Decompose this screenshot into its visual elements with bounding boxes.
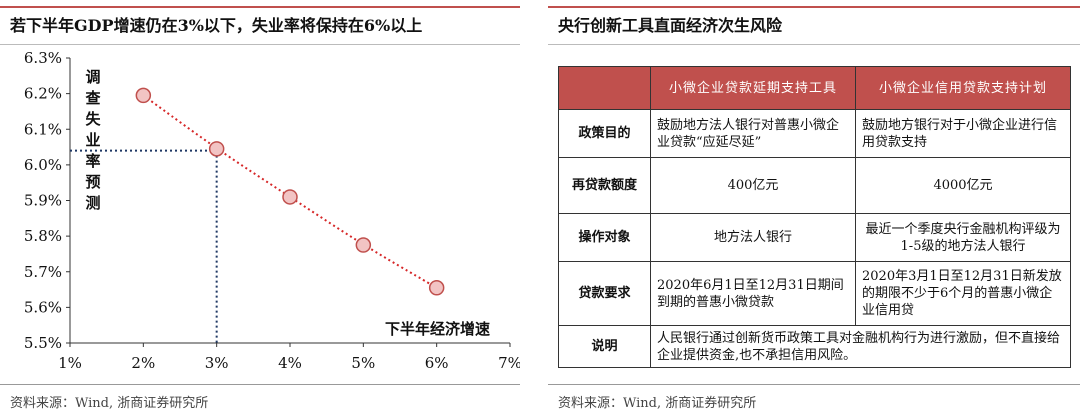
title-divider <box>0 44 520 45</box>
header-cell <box>558 66 651 110</box>
row-label: 贷款要求 <box>558 261 651 326</box>
y-tick-label: 6.2% <box>24 85 62 103</box>
x-tick-label: 6% <box>425 354 449 372</box>
table-cell: 最近一个季度央行金融机构评级为1-5级的地方法人银行 <box>855 213 1071 262</box>
table-header-row: 小微企业贷款延期支持工具 小微企业信用贷款支持计划 <box>558 66 1071 110</box>
y-axis-label-char: 调 <box>85 68 100 86</box>
trend-line <box>142 94 438 289</box>
table-cell: 4000亿元 <box>855 157 1071 214</box>
x-tick-label: 1% <box>58 354 82 372</box>
table-row: 贷款要求 2020年6月1日至12月31日期间到期的普惠小微贷款 2020年3月… <box>558 261 1071 326</box>
panel-top-rule <box>548 6 1080 8</box>
table-cell: 2020年6月1日至12月31日期间到期的普惠小微贷款 <box>650 261 856 326</box>
row-label: 再贷款额度 <box>558 157 651 214</box>
x-axis-label: 下半年经济增速 <box>385 320 490 338</box>
y-tick-label: 5.5% <box>24 334 62 352</box>
table-row: 政策目的 鼓励地方法人银行对普惠小微企业贷款“应延尽延” 鼓励地方银行对于小微企… <box>558 109 1071 158</box>
chart-source: 资料来源：Wind, 浙商证券研究所 <box>10 396 209 411</box>
row-label: 操作对象 <box>558 213 651 262</box>
y-axis-label-char: 失 <box>85 110 101 128</box>
data-point <box>282 189 298 205</box>
chart-panel: 若下半年GDP增速仍在3%以下，失业率将保持在6%以上 5.5% 5.6% 5.7%… <box>0 0 520 413</box>
panel-bottom-rule <box>0 384 520 385</box>
policy-table: 小微企业贷款延期支持工具 小微企业信用贷款支持计划 政策目的 鼓励地方法人银行对… <box>558 66 1071 368</box>
table-cell: 鼓励地方银行对于小微企业进行信用贷款支持 <box>855 109 1071 158</box>
y-axis-label-char: 查 <box>85 89 101 107</box>
y-tick-label: 6.3% <box>24 49 62 67</box>
title-divider <box>548 44 1080 45</box>
x-tick-label: 5% <box>351 354 375 372</box>
table-source: 资料来源：Wind, 浙商证券研究所 <box>558 396 757 411</box>
table-cell: 400亿元 <box>650 157 856 214</box>
scatter-chart: 5.5% 5.6% 5.7% 5.8% 5.9% 6.0% 6.1% 6.2% 6.3% 1% 2%… <box>24 49 520 372</box>
chart-title: 若下半年GDP增速仍在3%以下，失业率将保持在6%以上 <box>10 16 423 35</box>
table-title: 央行创新工具直面经济次生风险 <box>558 16 783 35</box>
x-tick-label: 2% <box>131 354 155 372</box>
y-tick-label: 5.9% <box>24 192 62 210</box>
y-tick-label: 6.0% <box>24 156 62 174</box>
data-point <box>135 87 152 104</box>
table-cell: 2020年3月1日至12月31日新发放的期限不少于6个月的普惠小微企业信用贷 <box>855 261 1071 326</box>
panel-bottom-rule <box>548 384 1080 385</box>
table-row: 操作对象 地方法人银行 最近一个季度央行金融机构评级为1-5级的地方法人银行 <box>558 213 1071 262</box>
row-label: 说明 <box>558 325 651 368</box>
table-row: 再贷款额度 400亿元 4000亿元 <box>558 157 1071 214</box>
y-axis-label-char: 测 <box>85 194 100 212</box>
y-tick-label: 6.1% <box>24 120 62 138</box>
y-axis-label-char: 预 <box>85 173 100 191</box>
table-cell: 地方法人银行 <box>650 213 856 262</box>
table-cell-note: 人民银行通过创新货币政策工具对金融机构行为进行激励，但不直接给企业提供资金,也不… <box>650 325 1071 368</box>
y-tick-label: 5.8% <box>24 227 62 245</box>
x-tick-label: 4% <box>278 354 302 372</box>
data-point <box>208 141 225 157</box>
panel-top-rule <box>0 6 520 8</box>
table-row: 说明 人民银行通过创新货币政策工具对金融机构行为进行激励，但不直接给企业提供资金… <box>558 325 1071 368</box>
data-point <box>428 280 445 296</box>
row-label: 政策目的 <box>558 109 651 158</box>
header-cell: 小微企业贷款延期支持工具 <box>650 66 856 110</box>
y-tick-label: 5.6% <box>24 298 62 316</box>
y-axis-label-char: 业 <box>85 131 100 149</box>
y-axis-label-char: 率 <box>85 152 100 170</box>
table-panel: 央行创新工具直面经济次生风险 小微企业贷款延期支持工具 小微企业信用贷款支持计划… <box>548 0 1080 413</box>
data-point <box>355 237 372 253</box>
x-tick-label: 3% <box>205 354 229 372</box>
header-cell: 小微企业信用贷款支持计划 <box>855 66 1071 110</box>
x-tick-label: 7% <box>498 354 520 372</box>
y-tick-label: 5.7% <box>24 263 62 281</box>
table-cell: 鼓励地方法人银行对普惠小微企业贷款“应延尽延” <box>650 109 856 158</box>
